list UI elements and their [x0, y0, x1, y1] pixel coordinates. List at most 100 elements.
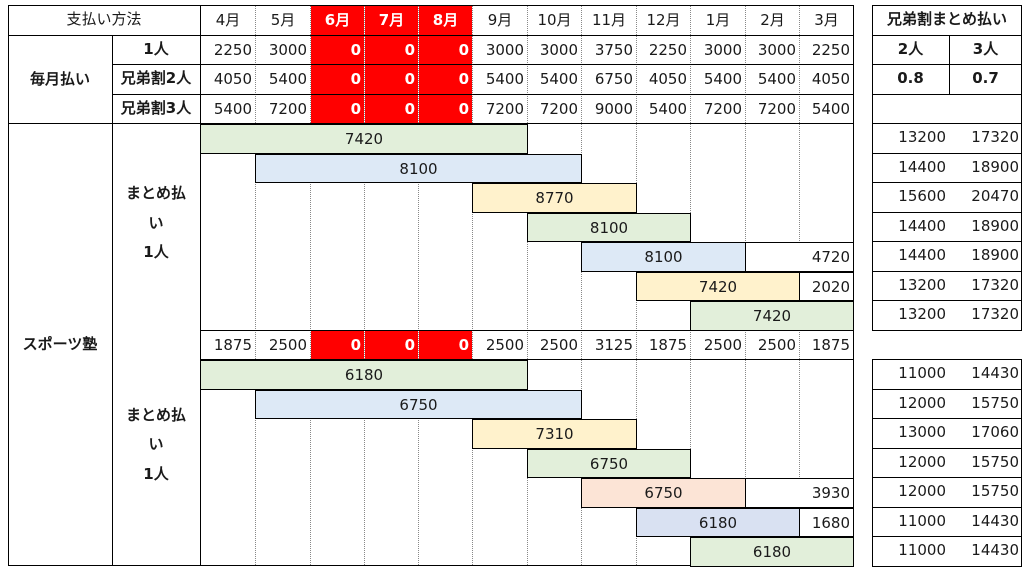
month-header: 3月: [814, 11, 839, 29]
lump-sum-bar: 7420: [200, 124, 528, 154]
side-header-cell: 0.8: [897, 69, 924, 87]
lump-sum-bar: 7310: [472, 419, 637, 449]
monthly-fee-cell: 2250: [213, 40, 252, 59]
lump-sum-bar: 6180: [690, 537, 854, 567]
side-total-3: 18900: [971, 157, 1019, 176]
monthly-fee-cell: 5400: [648, 99, 687, 118]
monthly-fee-cell: 5400: [539, 70, 578, 88]
side-total-2: 14400: [898, 157, 946, 176]
lump-sum-bar: 8100: [581, 242, 746, 272]
monthly-fee-cell: 5400: [268, 70, 307, 88]
side-border: [872, 34, 1022, 36]
monthly-fee-cell: 7200: [757, 99, 796, 118]
side-border: [872, 506, 1022, 508]
row-border: [8, 123, 854, 124]
lump-sum-bar: 6750: [527, 448, 691, 478]
side-total-2: 13000: [898, 423, 946, 441]
side-border: [872, 477, 1022, 478]
monthly-fee-cell: 5400: [703, 70, 742, 88]
monthly-fee-cell: 0: [365, 65, 418, 94]
monthly-fee-cell: 0: [419, 94, 472, 123]
side-border: [872, 359, 873, 566]
column-gridline: [255, 5, 256, 565]
side-total-2: 12000: [898, 482, 946, 500]
lump-sum-label: まとめ払: [125, 405, 186, 424]
side-border: [872, 241, 1022, 242]
monthly-fee-cell: 5400: [485, 70, 524, 88]
lump-sum-bar: 6180: [636, 507, 800, 537]
side-border: [872, 123, 1022, 124]
monthly-fee-cell: 3000: [268, 40, 307, 59]
side-total-2: 13200: [898, 275, 946, 294]
monthly-fee-cell: 7200: [703, 99, 742, 118]
side-total-3: 17320: [971, 275, 1019, 294]
monthly-fee-cell: 4050: [811, 70, 850, 88]
month-header: 11月: [591, 11, 627, 29]
lump-sum-bar: 8100: [255, 153, 582, 183]
lump-sum-bar: 7420: [690, 301, 854, 331]
side-header-cell: 0.7: [972, 69, 999, 87]
side-border: [872, 388, 1022, 390]
monthly-fee-cell: 5400: [213, 99, 252, 118]
sports-monthly-fee-cell: 2500: [757, 335, 796, 354]
month-header: 9月: [487, 11, 513, 29]
monthly-fee-cell: 2250: [811, 40, 850, 59]
monthly-fee-cell: 3750: [594, 40, 633, 59]
side-border: [872, 565, 1022, 567]
side-total-2: 13200: [898, 128, 946, 146]
side-total-3: 18900: [971, 246, 1019, 264]
month-header: 6月: [311, 6, 364, 35]
monthly-fee-cell: 7200: [539, 99, 578, 118]
lump-sum-label: まとめ払: [125, 184, 186, 202]
side-border: [872, 211, 1022, 213]
side-total-2: 13200: [898, 305, 946, 323]
side-border: [872, 418, 1022, 419]
side-border: [872, 152, 1022, 154]
row-border: [112, 64, 854, 65]
row-label: 兄弟割3人: [120, 98, 192, 117]
row-border: [112, 93, 854, 95]
payment-method-header: 支払い方法: [66, 10, 142, 28]
side-total-2: 15600: [898, 187, 946, 205]
lump-sum-label: 1人: [143, 243, 169, 261]
month-header: 12月: [646, 11, 681, 29]
monthly-fee-cell: 7200: [268, 99, 307, 118]
lump-sum-bar: 6750: [255, 389, 582, 419]
side-total-2: 14400: [898, 216, 946, 235]
monthly-fee-cell: 0: [365, 94, 418, 123]
column-gridline: [364, 5, 365, 565]
lump-sum-bar: 7420: [636, 271, 800, 301]
row-label: 1人: [143, 39, 169, 58]
month-header: 10月: [537, 11, 572, 29]
monthly-fee-cell: 7200: [485, 99, 524, 118]
row-border: [8, 5, 854, 6]
side-total-3: 14430: [971, 364, 1019, 382]
row-label: 兄弟割2人: [120, 69, 192, 87]
sports-monthly-fee-cell: 2500: [539, 335, 578, 354]
side-total-3: 20470: [971, 187, 1019, 205]
side-border: [1021, 123, 1022, 330]
side-border: [872, 123, 873, 330]
remaining-payment-bar: 2020: [799, 271, 854, 301]
remaining-payment-bar: 3930: [745, 478, 854, 508]
bottom-border: [8, 564, 854, 566]
side-total-3: 15750: [971, 482, 1019, 500]
lump-sum-bar: 8770: [472, 183, 637, 213]
side-total-3: 17320: [971, 128, 1019, 146]
side-border: [1021, 359, 1022, 566]
month-header: 2月: [760, 11, 785, 29]
side-header-cell: 2人: [897, 39, 924, 58]
remaining-payment-bar: 4720: [745, 242, 854, 272]
side-total-2: 11000: [898, 364, 946, 382]
side-total-3: 17320: [971, 305, 1019, 323]
side-border: [872, 447, 1022, 449]
side-border: [872, 64, 1022, 65]
monthly-fee-cell: 3000: [757, 40, 796, 59]
monthly-fee-cell: 5400: [811, 99, 850, 118]
side-border: [872, 300, 1022, 301]
monthly-fee-cell: 4050: [213, 70, 252, 88]
side-total-3: 14430: [971, 541, 1019, 559]
column-gridline: [418, 5, 419, 565]
month-header: 5月: [270, 11, 296, 29]
side-total-3: 15750: [971, 452, 1019, 471]
